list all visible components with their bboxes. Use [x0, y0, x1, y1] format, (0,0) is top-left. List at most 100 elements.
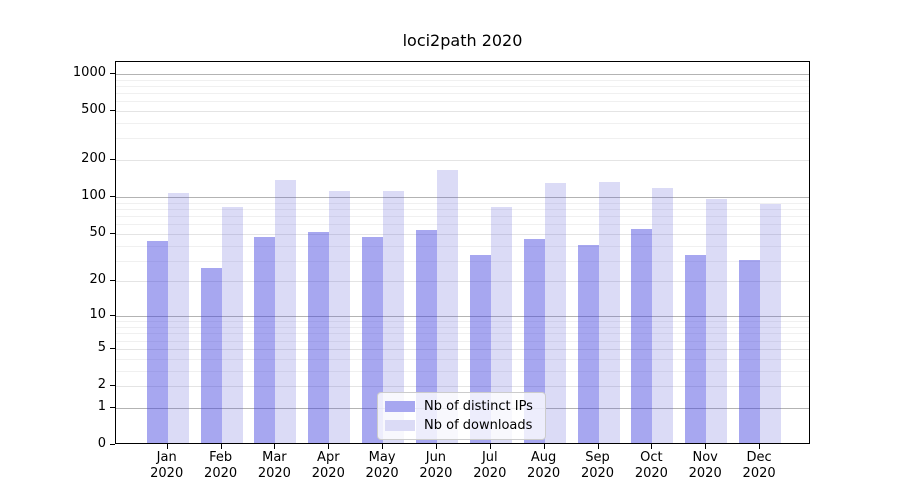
- y-tick-label-50: 50: [89, 224, 106, 240]
- y-tick-label-0: 0: [97, 436, 106, 451]
- x-tick-year: 2020: [527, 466, 561, 481]
- bar-nb-of-downloads-nov: [706, 198, 728, 443]
- gridline-500: [116, 111, 809, 112]
- gridline-4: [116, 358, 809, 360]
- gridline-60: [116, 224, 809, 226]
- x-tick-month: May: [368, 450, 396, 465]
- bar-nb-of-distinct-ips-sep: [577, 244, 599, 443]
- x-tick-label-apr: Apr 2020: [296, 450, 360, 482]
- gridline-1000: [116, 73, 809, 75]
- y-tick-label-1000: 1000: [72, 64, 106, 80]
- legend-label: Nb of downloads: [424, 418, 533, 433]
- gridline-800: [116, 85, 809, 87]
- bar-nb-of-distinct-ips-jan: [146, 240, 168, 443]
- x-tick-label-jun: Jun 2020: [404, 450, 468, 482]
- legend-row-nb-of-downloads: Nb of downloads: [385, 418, 533, 433]
- y-tick-label-10: 10: [89, 307, 106, 323]
- bar-nb-of-downloads-jul: [490, 206, 512, 443]
- gridline-5: [116, 348, 809, 350]
- gridline-3: [116, 370, 809, 372]
- y-tick-200: [110, 159, 115, 161]
- gridline-70: [116, 216, 809, 217]
- x-tick-label-may: May 2020: [350, 450, 414, 482]
- y-tick-1000: [110, 72, 115, 74]
- x-tick-mar: [274, 444, 276, 449]
- gridline-700: [116, 93, 809, 94]
- x-tick-jun: [435, 444, 437, 449]
- x-tick-year: 2020: [311, 466, 345, 481]
- chart-title: loci2path 2020: [402, 31, 523, 50]
- y-tick-0: [110, 444, 115, 445]
- bar-nb-of-distinct-ips-nov: [685, 255, 707, 443]
- gridline-600: [116, 101, 809, 103]
- x-tick-year: 2020: [688, 466, 722, 481]
- bar-nb-of-distinct-ips-apr: [308, 231, 330, 443]
- x-tick-year: 2020: [257, 466, 291, 481]
- gridline-100: [116, 197, 809, 199]
- x-tick-year: 2020: [419, 466, 453, 481]
- x-tick-year: 2020: [204, 466, 238, 481]
- y-tick-2: [110, 385, 115, 386]
- bar-nb-of-downloads-mar: [275, 179, 297, 443]
- bar-nb-of-downloads-dec: [760, 204, 782, 443]
- x-tick-jul: [489, 444, 491, 449]
- x-tick-label-feb: Feb 2020: [189, 450, 253, 482]
- bar-nb-of-downloads-aug: [544, 183, 566, 443]
- gridline-6: [116, 340, 809, 342]
- y-tick-label-100: 100: [81, 188, 106, 204]
- x-tick-month: Jan: [156, 450, 177, 465]
- x-tick-aug: [543, 444, 545, 449]
- y-tick-5: [110, 347, 115, 349]
- bar-nb-of-distinct-ips-aug: [523, 238, 545, 443]
- x-tick-year: 2020: [742, 466, 776, 481]
- x-tick-jan: [166, 444, 168, 449]
- x-tick-label-dec: Dec 2020: [727, 450, 791, 482]
- x-tick-label-aug: Aug 2020: [512, 450, 576, 482]
- y-tick-20: [110, 280, 115, 282]
- x-tick-month: Dec: [746, 450, 772, 465]
- x-tick-year: 2020: [365, 466, 399, 481]
- x-tick-month: Nov: [692, 450, 718, 465]
- x-tick-nov: [705, 444, 707, 449]
- x-tick-feb: [220, 444, 222, 449]
- bar-nb-of-distinct-ips-oct: [631, 228, 653, 443]
- x-tick-label-mar: Mar 2020: [242, 450, 306, 482]
- x-tick-dec: [759, 444, 761, 449]
- x-tick-month: Jul: [481, 450, 498, 465]
- bar-nb-of-downloads-jun: [436, 170, 458, 443]
- x-tick-month: Apr: [317, 450, 340, 465]
- x-tick-month: Aug: [530, 450, 557, 465]
- gridline-20: [116, 281, 809, 283]
- gridline-50: [116, 233, 809, 235]
- y-tick-label-500: 500: [81, 102, 106, 117]
- bar-nb-of-downloads-sep: [598, 181, 620, 443]
- gridline-900: [116, 79, 809, 81]
- bar-nb-of-distinct-ips-jun: [415, 229, 437, 443]
- x-tick-year: 2020: [634, 466, 668, 481]
- bar-nb-of-downloads-jan: [167, 192, 189, 443]
- gridline-9: [116, 321, 809, 323]
- x-tick-month: Jun: [425, 450, 447, 465]
- x-tick-label-oct: Oct 2020: [619, 450, 683, 482]
- gridline-300: [116, 138, 809, 140]
- x-tick-year: 2020: [150, 466, 184, 481]
- x-tick-may: [382, 444, 384, 449]
- bar-nb-of-distinct-ips-dec: [739, 260, 761, 443]
- y-tick-10: [110, 315, 115, 317]
- x-tick-oct: [651, 444, 653, 449]
- y-tick-500: [110, 110, 115, 111]
- gridline-2: [116, 386, 809, 387]
- plot-area: [115, 61, 810, 444]
- gridline-200: [116, 160, 809, 162]
- gridline-30: [116, 260, 809, 262]
- gridline-8: [116, 327, 809, 328]
- y-tick-label-5: 5: [97, 339, 106, 355]
- bar-nb-of-distinct-ips-feb: [200, 268, 222, 443]
- x-tick-month: Feb: [209, 450, 233, 465]
- legend-swatch-icon: [385, 401, 415, 412]
- x-tick-month: Oct: [640, 450, 663, 465]
- x-tick-label-nov: Nov 2020: [673, 450, 737, 482]
- x-tick-label-jul: Jul 2020: [458, 450, 522, 482]
- x-tick-month: Sep: [585, 450, 610, 465]
